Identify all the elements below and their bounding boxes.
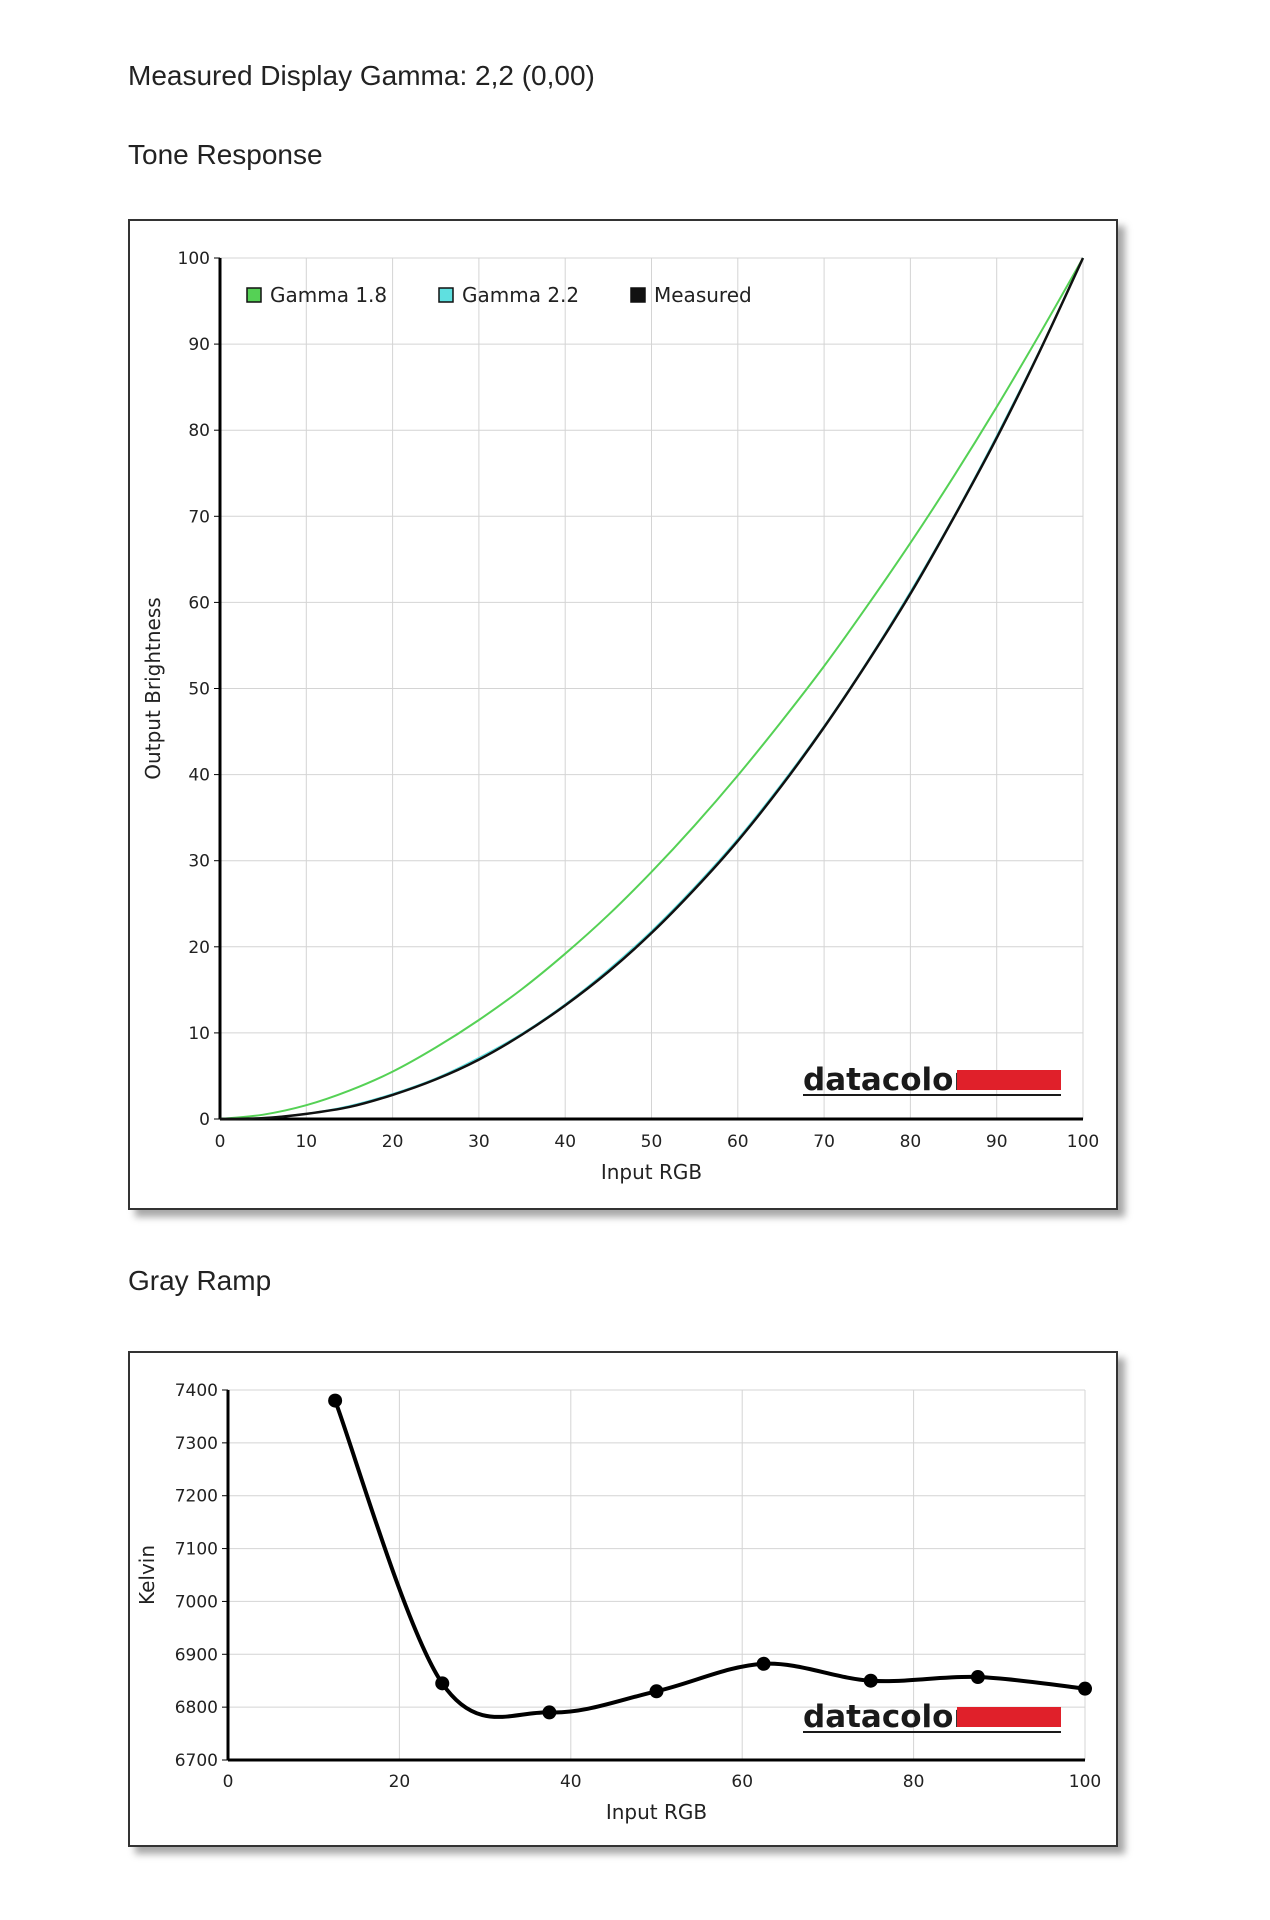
tone-x-tick-label: 90 bbox=[986, 1132, 1008, 1152]
gray-x-axis-title: Input RGB bbox=[606, 1800, 707, 1824]
tone-series-gamma-1-8 bbox=[219, 257, 1084, 1120]
gray-y-tick-label: 7200 bbox=[175, 1487, 218, 1507]
gamma-heading: Measured Display Gamma: 2,2 (0,00) bbox=[128, 60, 595, 91]
gray-x-tick-label: 40 bbox=[560, 1772, 582, 1792]
gray-x-tick-label: 80 bbox=[903, 1772, 925, 1792]
tone-x-axis-title: Input RGB bbox=[601, 1160, 702, 1184]
gray-y-tick-label: 7400 bbox=[175, 1381, 218, 1401]
gray-x-tick-label: 100 bbox=[1069, 1772, 1101, 1792]
datacolor-logo: datacolor bbox=[803, 1699, 1061, 1735]
tone-response-svg: 0 10 20 30 40 50 60 70 80 90 100 0 10 20 30 40 50 60 70 80 9… bbox=[141, 249, 1099, 1184]
gray-ramp-point bbox=[542, 1705, 557, 1720]
tone-y-tick-label: 90 bbox=[188, 335, 210, 355]
tone-y-tick-label: 0 bbox=[199, 1110, 210, 1130]
gray-y-tick-label: 7000 bbox=[175, 1592, 218, 1612]
legend-swatch bbox=[630, 287, 646, 303]
tone-y-tick-label: 100 bbox=[178, 249, 210, 269]
gray-ramp-heading: Gray Ramp bbox=[128, 1265, 272, 1296]
gray-ramp-svg: 6700 6800 6900 7000 7100 7200 7300 7400 0 20 40 60 8… bbox=[135, 1381, 1101, 1824]
tone-x-tick-label: 20 bbox=[382, 1132, 404, 1152]
gray-y-axis-title: Kelvin bbox=[135, 1545, 159, 1605]
legend-label: Gamma 2.2 bbox=[462, 283, 579, 307]
tone-x-tick-label: 70 bbox=[813, 1132, 835, 1152]
tone-x-tick-label: 40 bbox=[554, 1132, 576, 1152]
gray-ramp-point bbox=[649, 1684, 664, 1699]
tone-y-tick-label: 20 bbox=[188, 938, 210, 958]
gray-ramp-point bbox=[328, 1393, 343, 1408]
tone-y-tick-label: 80 bbox=[188, 421, 210, 441]
tone-x-tick-label: 0 bbox=[215, 1132, 226, 1152]
tone-x-tick-label: 30 bbox=[468, 1132, 490, 1152]
legend-swatch bbox=[438, 287, 454, 303]
gray-ramp-chart: 6700 6800 6900 7000 7100 7200 7300 7400 0 20 40 60 8… bbox=[128, 1351, 1118, 1847]
tone-series-measured bbox=[219, 257, 1085, 1121]
gray-ramp-line bbox=[333, 1399, 1086, 1719]
tone-x-tick-label: 50 bbox=[641, 1132, 663, 1152]
gray-y-tick-label: 7300 bbox=[175, 1434, 218, 1454]
gray-x-tick-label: 20 bbox=[389, 1772, 411, 1792]
legend-label: Measured bbox=[654, 283, 752, 307]
tone-y-axis-title: Output Brightness bbox=[141, 597, 165, 779]
tone-response-heading: Tone Response bbox=[128, 139, 323, 170]
gray-y-tick-label: 7100 bbox=[175, 1540, 218, 1560]
tone-x-tick-label: 100 bbox=[1067, 1132, 1099, 1152]
tone-y-tick-label: 30 bbox=[188, 852, 210, 872]
gray-ramp-point bbox=[970, 1670, 985, 1685]
tone-y-tick-label: 10 bbox=[188, 1024, 210, 1044]
datacolor-logo-text: datacolor bbox=[803, 1699, 969, 1735]
gray-x-tick-label: 0 bbox=[223, 1772, 234, 1792]
tone-gridlines bbox=[219, 257, 1084, 1120]
tone-y-tick-label: 50 bbox=[188, 680, 210, 700]
gray-ramp-point bbox=[435, 1676, 450, 1691]
gray-ramp-point bbox=[756, 1656, 771, 1671]
datacolor-logo: datacolor bbox=[803, 1062, 1061, 1098]
tone-x-tick-label: 60 bbox=[727, 1132, 749, 1152]
tone-x-tick-label: 80 bbox=[900, 1132, 922, 1152]
datacolor-logo-bar bbox=[957, 1707, 1061, 1727]
tone-y-tick-label: 40 bbox=[188, 766, 210, 786]
gray-y-tick-label: 6700 bbox=[175, 1751, 218, 1771]
tone-legend: Gamma 1.8 Gamma 2.2 Measured bbox=[246, 283, 752, 307]
datacolor-logo-text: datacolor bbox=[803, 1062, 969, 1098]
legend-label: Gamma 1.8 bbox=[270, 283, 387, 307]
gray-x-tick-label: 60 bbox=[731, 1772, 753, 1792]
gray-ramp-point bbox=[863, 1673, 878, 1688]
tone-y-tick-label: 70 bbox=[188, 507, 210, 527]
legend-swatch bbox=[246, 287, 262, 303]
datacolor-logo-bar bbox=[957, 1070, 1061, 1090]
gray-y-tick-label: 6800 bbox=[175, 1698, 218, 1718]
tone-x-tick-label: 10 bbox=[295, 1132, 317, 1152]
tone-response-chart: 0 10 20 30 40 50 60 70 80 90 100 0 10 20 30 40 50 60 70 80 9… bbox=[128, 219, 1118, 1210]
tone-y-tick-label: 60 bbox=[188, 593, 210, 613]
gray-y-tick-label: 6900 bbox=[175, 1645, 218, 1665]
gray-ramp-point bbox=[1078, 1681, 1092, 1696]
